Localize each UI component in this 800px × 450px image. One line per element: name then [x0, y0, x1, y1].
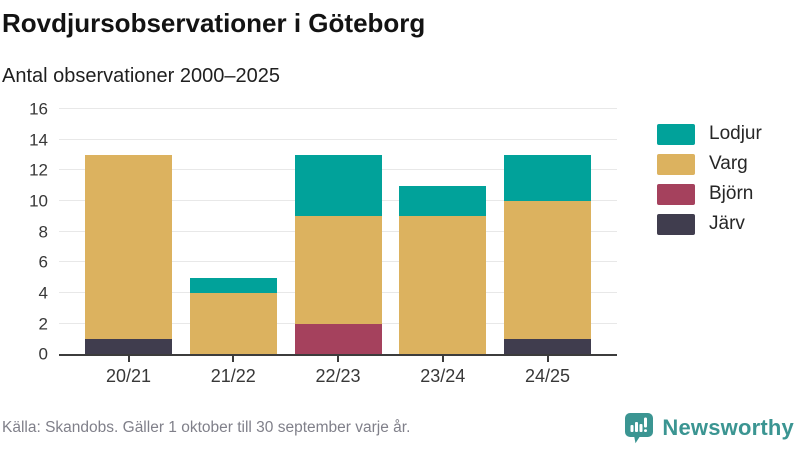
- legend-swatch: [657, 153, 695, 175]
- legend-label: Järv: [709, 213, 745, 235]
- bar-segment-Lodjur-22/23: [294, 155, 382, 217]
- y-tick-label: 10: [29, 191, 48, 211]
- legend: Lodjur Varg Björn Järv: [657, 123, 762, 387]
- x-slot-21/22: 21/22: [190, 356, 277, 387]
- bar-21/22: [189, 109, 277, 355]
- gridline: [59, 138, 617, 140]
- x-tick-label: 21/22: [210, 366, 256, 387]
- gridline: [59, 108, 617, 110]
- y-tick-label: 16: [29, 99, 48, 119]
- bar-22/23: [294, 109, 382, 355]
- newsworthy-bubble-chart-icon: [624, 412, 654, 444]
- x-tick: [546, 356, 549, 363]
- x-tick-label: 23/24: [420, 366, 466, 387]
- footer: Källa: Skandobs. Gäller 1 oktober till 3…: [2, 412, 794, 444]
- plot-area: [59, 108, 617, 357]
- y-axis: 0 2 4 6 8 10 12 14 16: [0, 101, 48, 363]
- chart-area: 0 2 4 6 8 10 12 14 16 20/21 21/22 22/23 23/24 24/25 …: [0, 101, 800, 387]
- bar-23/24: [399, 109, 487, 355]
- y-tick-label: 12: [29, 160, 48, 180]
- chart-subtitle: Antal observationer 2000–2025: [2, 65, 280, 88]
- bar-segment-Lodjur-21/22: [189, 277, 277, 293]
- plot-wrap: 20/21 21/22 22/23 23/24 24/25: [59, 108, 617, 387]
- bar-segment-Järv-24/25: [504, 338, 591, 355]
- y-tick-label: 2: [38, 314, 48, 334]
- legend-swatch: [657, 123, 695, 145]
- bar-segment-Lodjur-23/24: [399, 185, 487, 217]
- x-tick-label: 24/25: [524, 366, 571, 387]
- x-tick: [337, 356, 339, 363]
- x-slot-22/23: 22/23: [295, 356, 382, 387]
- chart-title: Rovdjursobservationer i Göteborg: [2, 8, 426, 38]
- bar-segment-Lodjur-24/25: [504, 155, 591, 202]
- x-slot-20/21: 20/21: [85, 356, 172, 387]
- legend-item-Järv: Järv: [657, 213, 762, 235]
- legend-label: Varg: [709, 153, 748, 175]
- bar-segment-Varg-23/24: [399, 216, 487, 355]
- legend-item-Lodjur: Lodjur: [657, 123, 762, 145]
- legend-label: Lodjur: [709, 123, 762, 145]
- x-tick-label: 20/21: [105, 366, 152, 387]
- x-tick: [127, 356, 130, 363]
- y-tick-label: 6: [38, 252, 48, 272]
- y-tick-label: 8: [38, 222, 48, 242]
- bar-20/21: [85, 109, 172, 355]
- bar-segment-Järv-20/21: [85, 338, 172, 355]
- legend-item-Björn: Björn: [657, 183, 762, 205]
- x-tick: [441, 356, 444, 363]
- source-note: Källa: Skandobs. Gäller 1 oktober till 3…: [2, 419, 411, 436]
- y-tick-label: 14: [29, 130, 48, 150]
- bar-segment-Varg-24/25: [504, 201, 591, 339]
- legend-swatch: [657, 213, 695, 235]
- brand-name: Newsworthy: [662, 415, 794, 440]
- y-tick-label: 4: [38, 283, 48, 303]
- x-axis: 20/21 21/22 22/23 23/24 24/25: [59, 356, 617, 387]
- legend-label: Björn: [709, 183, 754, 205]
- bar-segment-Björn-22/23: [294, 323, 382, 355]
- legend-swatch: [657, 183, 695, 205]
- legend-item-Varg: Varg: [657, 153, 762, 175]
- brand-logo: Newsworthy: [624, 412, 794, 444]
- x-tick-label: 22/23: [315, 366, 361, 387]
- y-tick-label: 0: [38, 344, 48, 364]
- bar-24/25: [504, 109, 591, 355]
- bar-segment-Varg-22/23: [294, 216, 382, 324]
- x-slot-23/24: 23/24: [399, 356, 486, 387]
- x-tick: [232, 356, 235, 363]
- bar-segment-Varg-20/21: [85, 155, 172, 339]
- bar-segment-Varg-21/22: [189, 292, 277, 355]
- x-slot-24/25: 24/25: [504, 356, 591, 387]
